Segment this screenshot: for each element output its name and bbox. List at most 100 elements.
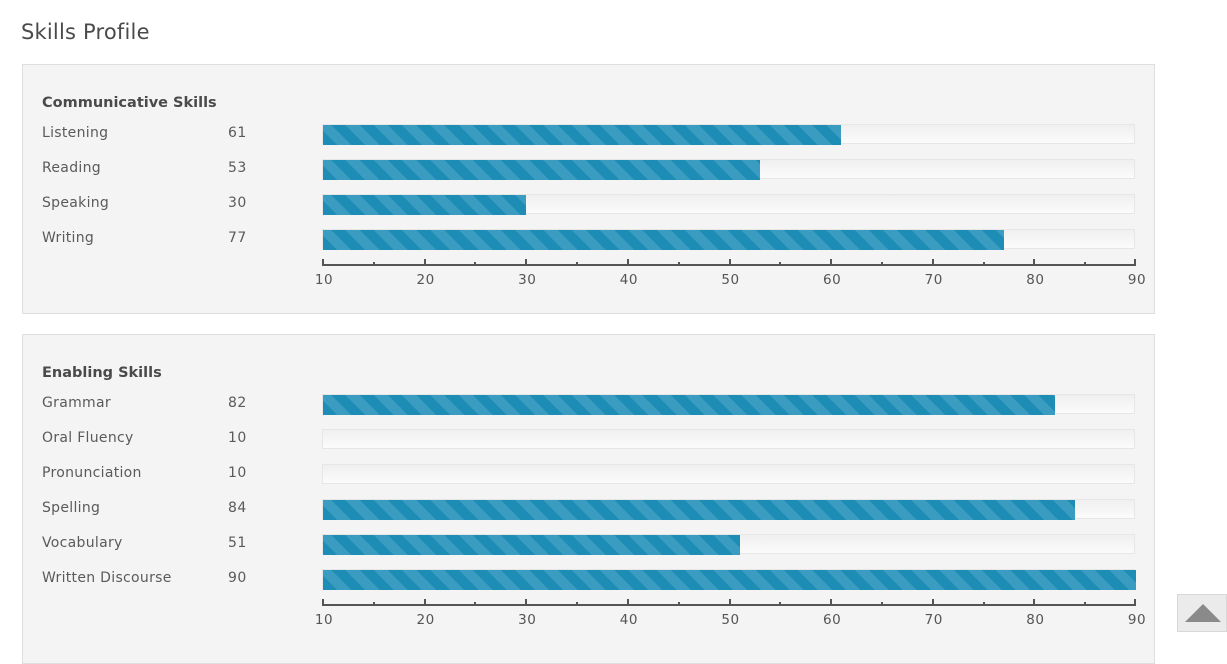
skill-row: Written Discourse 90 bbox=[23, 569, 1154, 590]
axis-tick bbox=[322, 599, 324, 606]
axis-minor-tick bbox=[372, 602, 375, 606]
axis-tick-label: 50 bbox=[721, 612, 740, 628]
skill-row: Pronunciation 10 bbox=[23, 464, 1154, 484]
skill-label: Grammar bbox=[42, 395, 111, 411]
axis-minor-tick bbox=[982, 262, 985, 266]
arrow-up-icon bbox=[1185, 604, 1221, 622]
skill-score: 61 bbox=[228, 125, 247, 141]
axis-minor-tick bbox=[576, 262, 579, 266]
score-bar-track bbox=[322, 394, 1135, 415]
axis-minor-tick bbox=[779, 262, 782, 266]
axis-minor-tick bbox=[474, 262, 477, 266]
axis-tick bbox=[626, 599, 629, 606]
skill-row: Listening 61 bbox=[23, 124, 1154, 145]
axis-minor-tick bbox=[880, 602, 883, 606]
skill-label: Listening bbox=[42, 125, 109, 141]
axis-tick-label: 30 bbox=[518, 612, 537, 628]
axis-minor-tick bbox=[474, 602, 477, 606]
axis-tick bbox=[728, 259, 731, 266]
score-bar-track bbox=[322, 569, 1136, 590]
axis-tick-label: 40 bbox=[619, 612, 638, 628]
axis-tick bbox=[1033, 259, 1036, 266]
score-bar-track bbox=[322, 124, 1135, 145]
skill-score: 30 bbox=[228, 195, 247, 211]
axis-tick-label: 20 bbox=[416, 272, 435, 288]
score-bar bbox=[323, 230, 1004, 250]
axis-tick bbox=[423, 259, 426, 266]
score-bar-track bbox=[322, 534, 1135, 555]
scroll-to-top-button[interactable] bbox=[1177, 594, 1227, 632]
skill-row: Spelling 84 bbox=[23, 499, 1154, 520]
axis-tick-label: 90 bbox=[1127, 272, 1147, 288]
axis-minor-tick bbox=[677, 262, 680, 266]
axis-tick-label: 50 bbox=[721, 272, 740, 288]
axis-tick bbox=[1134, 259, 1136, 266]
axis-tick bbox=[525, 259, 528, 266]
axis-tick-label: 60 bbox=[823, 612, 842, 628]
score-axis: 10 20 30 40 50 60 70 80 90 bbox=[315, 259, 1146, 289]
skill-score: 90 bbox=[228, 570, 247, 586]
skill-label: Vocabulary bbox=[42, 535, 123, 551]
skill-score: 53 bbox=[228, 160, 247, 176]
axis-tick bbox=[931, 259, 934, 266]
score-bar-track bbox=[322, 229, 1135, 250]
skill-score: 77 bbox=[228, 230, 247, 246]
skill-score: 10 bbox=[228, 430, 247, 446]
score-bar-track bbox=[322, 464, 1135, 484]
axis-tick-label: 10 bbox=[314, 612, 334, 628]
axis-tick bbox=[728, 599, 731, 606]
skill-row: Grammar 82 bbox=[23, 394, 1154, 415]
axis-tick-label: 30 bbox=[518, 272, 537, 288]
skill-label: Writing bbox=[42, 230, 95, 246]
axis-tick-label: 10 bbox=[314, 272, 334, 288]
score-bar-track bbox=[322, 194, 1135, 215]
axis-tick-label: 80 bbox=[1026, 272, 1045, 288]
axis-tick-label: 60 bbox=[823, 272, 842, 288]
score-axis: 10 20 30 40 50 60 70 80 90 bbox=[315, 599, 1146, 629]
section-title: Communicative Skills bbox=[42, 95, 217, 111]
axis-tick-label: 70 bbox=[924, 612, 943, 628]
axis-minor-tick bbox=[1084, 262, 1087, 266]
score-bar-track bbox=[322, 159, 1135, 180]
axis-minor-tick bbox=[880, 262, 883, 266]
axis-tick-label: 40 bbox=[619, 272, 638, 288]
skill-label: Written Discourse bbox=[42, 570, 172, 586]
axis-tick bbox=[1033, 599, 1036, 606]
axis-tick bbox=[931, 599, 934, 606]
score-bar bbox=[323, 395, 1055, 415]
skill-score: 84 bbox=[228, 500, 247, 516]
axis-minor-tick bbox=[576, 602, 579, 606]
axis-tick bbox=[626, 259, 629, 266]
axis-tick-label: 20 bbox=[416, 612, 435, 628]
axis-tick bbox=[1134, 599, 1136, 606]
score-bar-track bbox=[322, 429, 1135, 449]
skill-label: Pronunciation bbox=[42, 465, 142, 481]
score-bar bbox=[323, 195, 527, 215]
score-bar bbox=[323, 125, 842, 145]
axis-minor-tick bbox=[982, 602, 985, 606]
axis-tick-label: 90 bbox=[1127, 612, 1147, 628]
axis-minor-tick bbox=[372, 262, 375, 266]
axis-tick bbox=[830, 259, 833, 266]
axis-tick-label: 80 bbox=[1026, 612, 1045, 628]
axis-tick bbox=[322, 259, 324, 266]
skill-label: Speaking bbox=[42, 195, 110, 211]
skill-row: Reading 53 bbox=[23, 159, 1154, 180]
axis-minor-tick bbox=[1084, 602, 1087, 606]
skill-label: Oral Fluency bbox=[42, 430, 134, 446]
skill-label: Spelling bbox=[42, 500, 101, 516]
skill-label: Reading bbox=[42, 160, 101, 176]
score-bar-track bbox=[322, 499, 1135, 520]
score-bar bbox=[323, 160, 760, 180]
skill-row: Speaking 30 bbox=[23, 194, 1154, 215]
communicative-skills-panel: Communicative Skills Listening 61 Reading 5… bbox=[22, 64, 1155, 314]
axis-tick bbox=[525, 599, 528, 606]
axis-tick-label: 70 bbox=[924, 272, 943, 288]
page-title: Skills Profile bbox=[21, 20, 150, 44]
score-bar bbox=[323, 500, 1076, 520]
skill-row: Writing 77 bbox=[23, 229, 1154, 250]
axis-minor-tick bbox=[779, 602, 782, 606]
skill-score: 10 bbox=[228, 465, 247, 481]
skill-row: Vocabulary 51 bbox=[23, 534, 1154, 555]
score-bar bbox=[323, 570, 1136, 590]
